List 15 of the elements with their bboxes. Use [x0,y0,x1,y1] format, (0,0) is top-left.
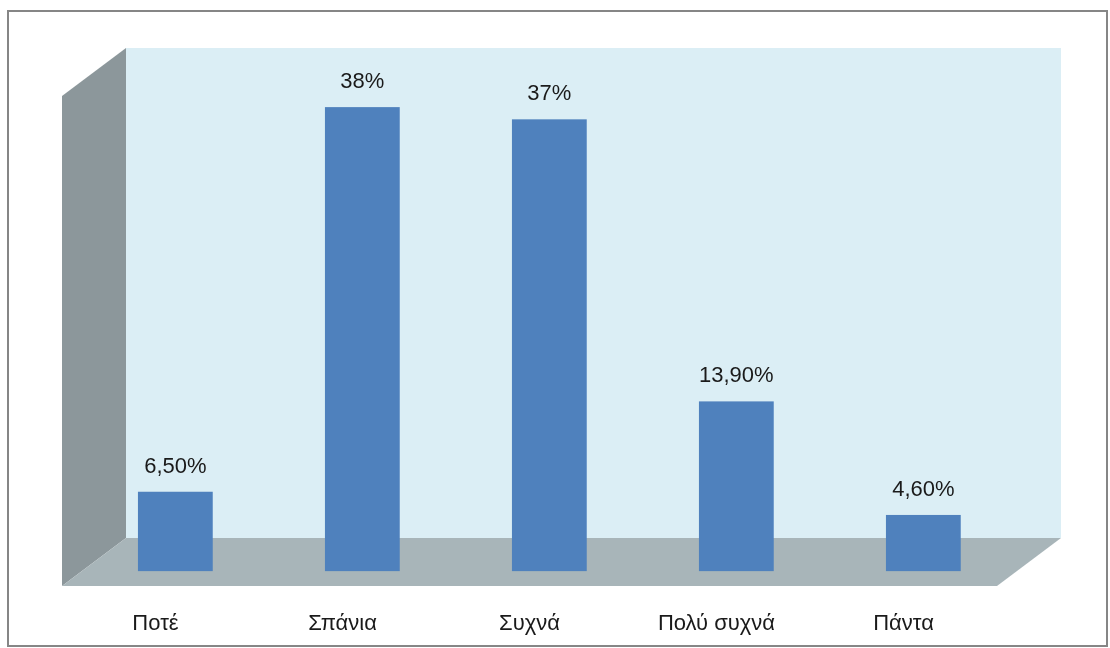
data-label: 13,90% [699,362,774,388]
x-tick-label: Συχνά [499,610,561,635]
data-label: 4,60% [892,475,955,501]
x-tick-label: Σπάνια [308,610,378,635]
x-tick-label: Ποτέ [132,610,179,635]
data-label: 38% [340,68,385,94]
bar [137,491,213,572]
x-tick-label: Πάντα [873,610,935,635]
bar [885,514,961,572]
bar [511,119,587,572]
x-tick-label: Πολύ συχνά [657,610,776,635]
data-label: 6,50% [144,452,207,478]
bar [698,401,774,572]
data-label: 37% [527,80,572,106]
bar [324,107,400,572]
